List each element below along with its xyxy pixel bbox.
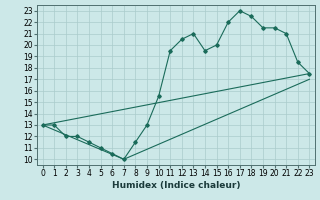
X-axis label: Humidex (Indice chaleur): Humidex (Indice chaleur)	[112, 181, 240, 190]
